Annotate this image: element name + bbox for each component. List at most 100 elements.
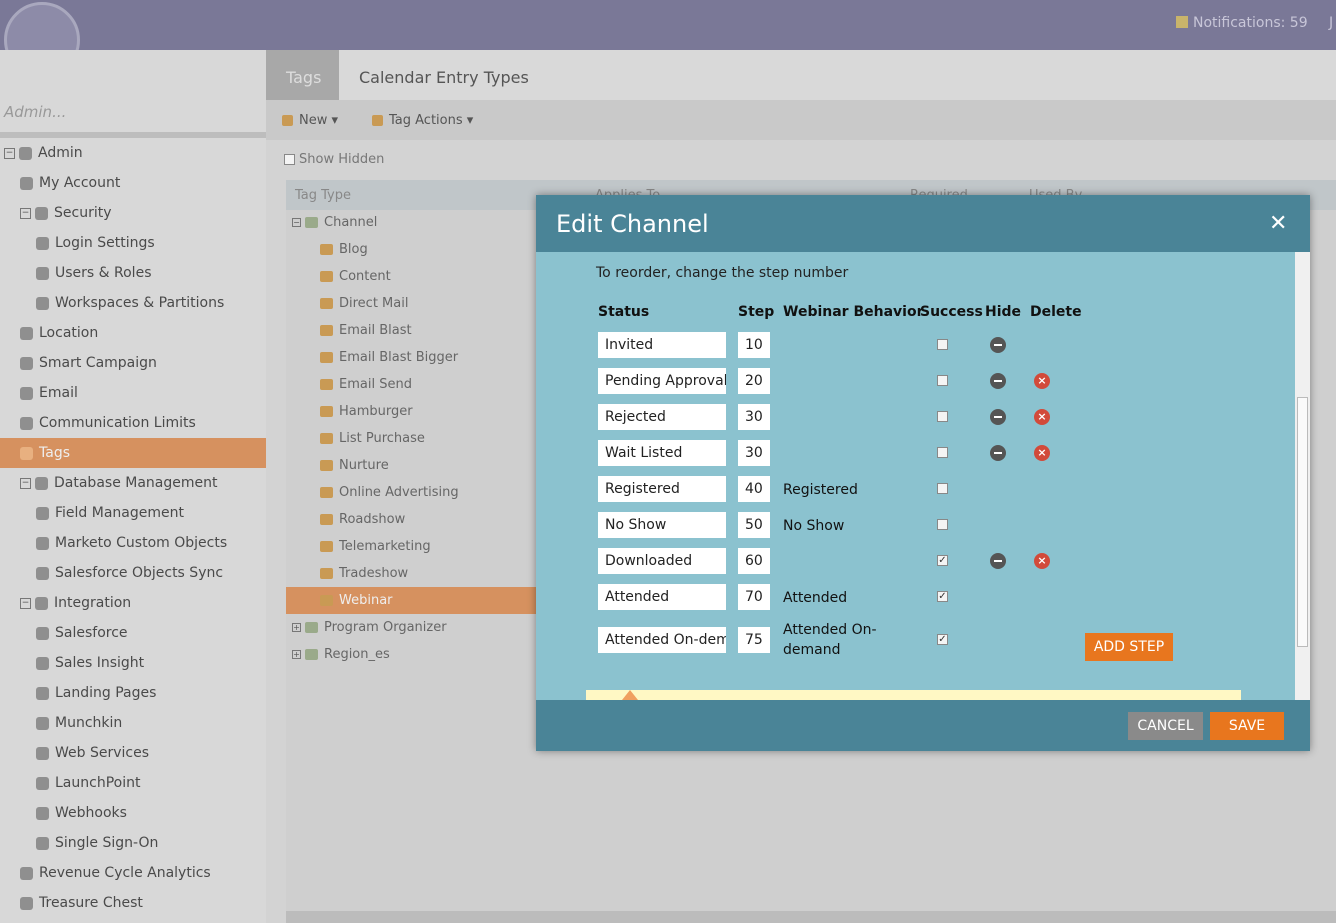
expander[interactable]: −: [20, 597, 31, 609]
status-input[interactable]: Invited: [598, 332, 726, 358]
cancel-button[interactable]: CANCEL: [1128, 712, 1203, 740]
tab[interactable]: Tags: [286, 68, 322, 87]
status-input[interactable]: Registered: [598, 476, 726, 502]
search-box[interactable]: Admin...: [4, 103, 67, 121]
nav-item[interactable]: Landing Pages: [0, 678, 266, 708]
tree-row[interactable]: Direct Mail: [286, 290, 536, 317]
step-input[interactable]: 75: [738, 627, 770, 653]
expander[interactable]: −: [292, 218, 301, 227]
success-checkbox[interactable]: [937, 411, 948, 422]
nav-item[interactable]: Salesforce: [0, 618, 266, 648]
status-input[interactable]: Attended On-dem: [598, 627, 726, 653]
save-button[interactable]: SAVE: [1210, 712, 1284, 740]
tree-row[interactable]: − Channel: [286, 209, 536, 236]
tree-row[interactable]: Online Advertising: [286, 479, 536, 506]
nav-item[interactable]: Marketo Custom Objects: [0, 528, 266, 558]
hide-button[interactable]: [990, 445, 1006, 461]
nav-item[interactable]: Login Settings: [0, 228, 266, 258]
show-hidden[interactable]: Show Hidden: [284, 152, 384, 167]
delete-button[interactable]: ×: [1034, 409, 1050, 425]
step-input[interactable]: 30: [738, 440, 770, 466]
tree-row[interactable]: Email Send: [286, 371, 536, 398]
tree-row[interactable]: + Program Organizer: [286, 614, 536, 641]
nav-item[interactable]: Single Sign-On: [0, 828, 266, 858]
nav-item[interactable]: My Account: [0, 168, 266, 198]
success-checkbox[interactable]: ✓: [937, 634, 948, 645]
success-checkbox[interactable]: [937, 375, 948, 386]
nav-item[interactable]: Tags: [0, 438, 266, 468]
nav-item[interactable]: Communication Limits: [0, 408, 266, 438]
tree-row[interactable]: Email Blast Bigger: [286, 344, 536, 371]
hide-button[interactable]: [990, 373, 1006, 389]
tree-row[interactable]: Roadshow: [286, 506, 536, 533]
tree-row[interactable]: Webinar: [286, 587, 536, 614]
status-input[interactable]: No Show: [598, 512, 726, 538]
tag-actions-button[interactable]: Tag Actions ▾: [372, 113, 473, 128]
success-checkbox[interactable]: [937, 447, 948, 458]
nav-item[interactable]: Workspaces & Partitions: [0, 288, 266, 318]
step-input[interactable]: 30: [738, 404, 770, 430]
delete-button[interactable]: ×: [1034, 553, 1050, 569]
delete-button[interactable]: ×: [1034, 445, 1050, 461]
success-checkbox[interactable]: ✓: [937, 555, 948, 566]
user-menu[interactable]: J: [1329, 15, 1334, 31]
scroll-thumb[interactable]: [1297, 397, 1308, 647]
tab[interactable]: Calendar Entry Types: [359, 68, 529, 87]
success-checkbox[interactable]: [937, 519, 948, 530]
expander[interactable]: −: [20, 477, 31, 489]
hide-button[interactable]: [990, 409, 1006, 425]
nav-item[interactable]: Munchkin: [0, 708, 266, 738]
delete-button[interactable]: ×: [1034, 373, 1050, 389]
step-input[interactable]: 40: [738, 476, 770, 502]
status-input[interactable]: Rejected: [598, 404, 726, 430]
nav-item[interactable]: Salesforce Objects Sync: [0, 558, 266, 588]
tree-row[interactable]: Nurture: [286, 452, 536, 479]
nav-item[interactable]: LaunchPoint: [0, 768, 266, 798]
tree-row[interactable]: Content: [286, 263, 536, 290]
nav-item[interactable]: Revenue Cycle Analytics: [0, 858, 266, 888]
new-button[interactable]: New ▾: [282, 113, 338, 128]
close-button[interactable]: ✕: [1269, 211, 1288, 236]
success-checkbox[interactable]: [937, 339, 948, 350]
tree-row[interactable]: List Purchase: [286, 425, 536, 452]
nav-item[interactable]: Users & Roles: [0, 258, 266, 288]
nav-item[interactable]: − Security: [0, 198, 266, 228]
nav-item[interactable]: − Integration: [0, 588, 266, 618]
step-input[interactable]: 20: [738, 368, 770, 394]
hide-button[interactable]: [990, 553, 1006, 569]
status-input[interactable]: Wait Listed: [598, 440, 726, 466]
hide-button[interactable]: [990, 337, 1006, 353]
dialog-scrollbar[interactable]: [1295, 252, 1310, 700]
nav-item[interactable]: Email: [0, 378, 266, 408]
status-input[interactable]: Pending Approval: [598, 368, 726, 394]
expander[interactable]: +: [292, 623, 301, 632]
nav-item[interactable]: Field Management: [0, 498, 266, 528]
expander[interactable]: +: [292, 650, 301, 659]
expander[interactable]: −: [20, 207, 31, 219]
tree-row[interactable]: Blog: [286, 236, 536, 263]
status-input[interactable]: Attended: [598, 584, 726, 610]
tree-row[interactable]: Email Blast: [286, 317, 536, 344]
tree-row[interactable]: Hamburger: [286, 398, 536, 425]
step-input[interactable]: 60: [738, 548, 770, 574]
nav-item[interactable]: Sales Insight: [0, 648, 266, 678]
add-step-button[interactable]: ADD STEP: [1085, 633, 1173, 661]
success-checkbox[interactable]: [937, 483, 948, 494]
nav-item[interactable]: Web Services: [0, 738, 266, 768]
nav-item[interactable]: Smart Campaign: [0, 348, 266, 378]
step-input[interactable]: 10: [738, 332, 770, 358]
step-input[interactable]: 70: [738, 584, 770, 610]
notifications[interactable]: Notifications: 59: [1193, 15, 1308, 31]
nav-item[interactable]: Location: [0, 318, 266, 348]
expander[interactable]: −: [4, 147, 15, 159]
tree-row[interactable]: + Region_es: [286, 641, 536, 668]
status-input[interactable]: Downloaded: [598, 548, 726, 574]
success-checkbox[interactable]: ✓: [937, 591, 948, 602]
nav-item[interactable]: − Admin: [0, 138, 266, 168]
tree-row[interactable]: Tradeshow: [286, 560, 536, 587]
nav-item[interactable]: − Database Management: [0, 468, 266, 498]
nav-item[interactable]: Treasure Chest: [0, 888, 266, 918]
nav-item[interactable]: Webhooks: [0, 798, 266, 828]
tree-row[interactable]: Telemarketing: [286, 533, 536, 560]
step-input[interactable]: 50: [738, 512, 770, 538]
